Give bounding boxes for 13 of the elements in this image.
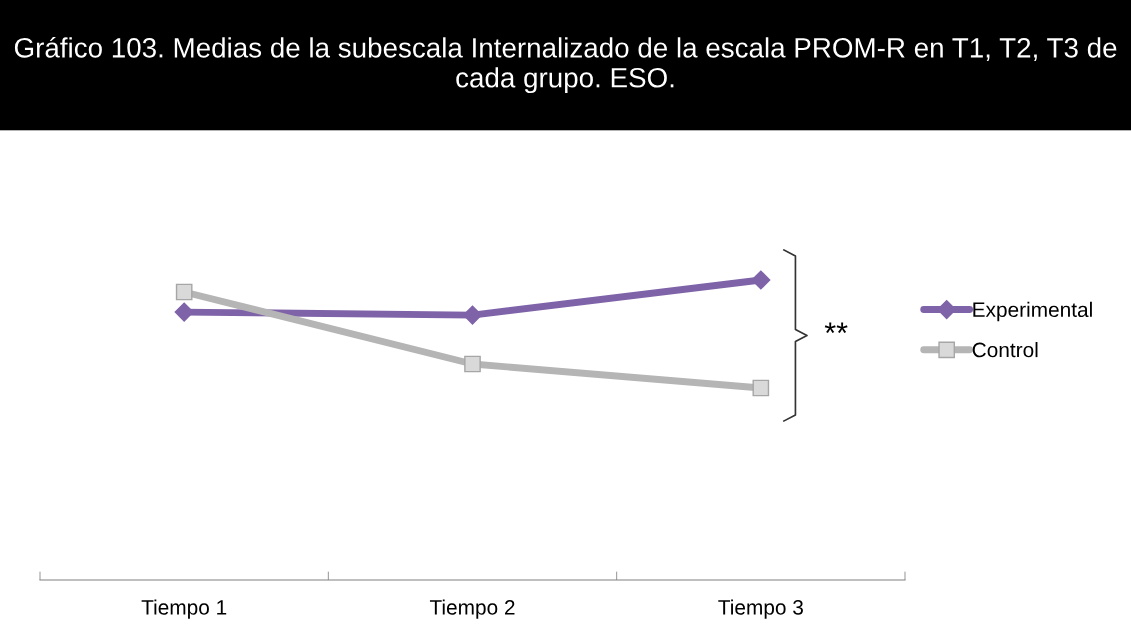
point [462, 305, 483, 325]
annotation: ** [824, 322, 848, 334]
legend-label: Control [972, 342, 1038, 358]
point [464, 355, 481, 373]
x-tick-label: Tiempo 1 [141, 599, 227, 619]
chart-title: Gráfico 103. Medias de la subescala Internalizado de la escala PROM-R en T1, T2, T3 de cada grupo. ESO. [14, 36, 1117, 94]
point [174, 302, 194, 322]
point [175, 283, 193, 301]
legend-label: Experimental [973, 301, 1092, 322]
point [751, 270, 771, 290]
x-tick-label: Tiempo 2 [429, 599, 515, 619]
point [752, 379, 770, 397]
x-tick-label: Tiempo 3 [718, 599, 803, 619]
